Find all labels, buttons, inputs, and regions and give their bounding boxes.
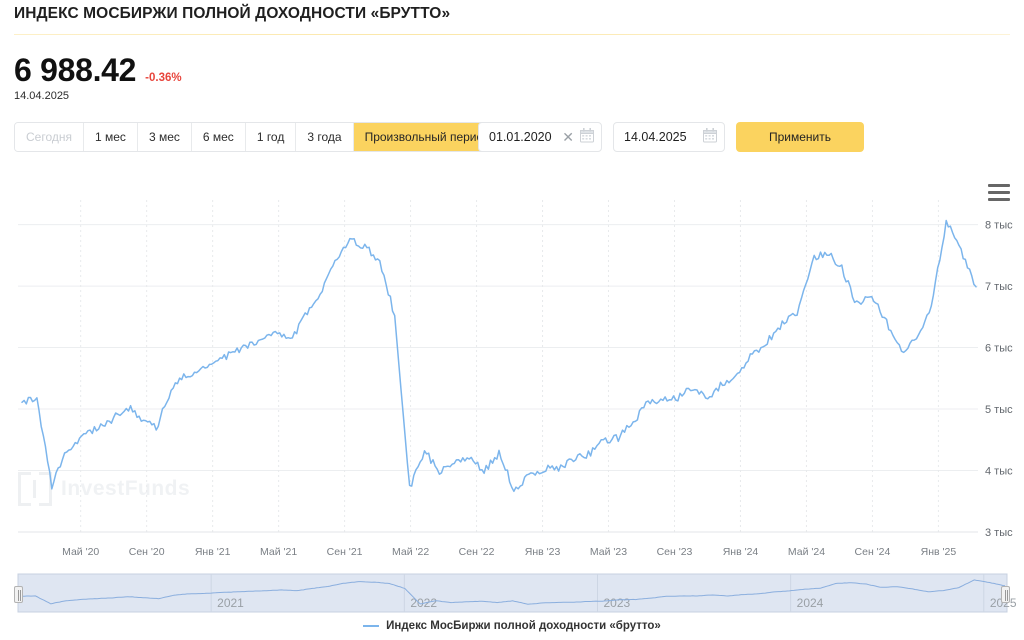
legend-swatch-icon [363, 625, 380, 627]
quote-value: 6 988.42 [14, 52, 137, 88]
navigator-series[interactable]: 2021 2022 2023 2024 2025 [0, 568, 1024, 616]
navigator-handle-left[interactable] [14, 586, 23, 603]
x-axis-tick-label: Янв '24 [723, 546, 759, 558]
y-axis-tick-label: 4 тыс [985, 466, 1013, 478]
period-segmented-control[interactable]: Сегодня 1 мес 3 мес 6 мес 1 год 3 года Произво… [14, 122, 502, 152]
y-axis-tick-label: 8 тыс [985, 220, 1013, 232]
period-button-3[interactable]: 6 мес [191, 123, 246, 151]
investfunds-watermark-text: InvestFunds [61, 477, 191, 500]
price-line-chart[interactable]: 3 тыс 4 тыс 5 тыс 6 тыс 7 тыс 8 тыс Май '20 Сен… [0, 176, 1024, 568]
y-axis-tick-label: 6 тыс [985, 343, 1013, 355]
quote-row: 6 988.42 -0.36% [14, 52, 182, 89]
x-axis-tick-label: Май '20 [62, 546, 99, 558]
navigator-year-label: 2023 [603, 596, 630, 610]
apply-button[interactable]: Применить [736, 122, 864, 152]
date-to-field[interactable]: 14.04.2025 [613, 122, 725, 152]
period-button-5[interactable]: 3 года [296, 123, 354, 151]
chart-container: InvestFunds 3 тыс 4 тыс 5 тыс 6 тыс 7 тыс 8 т… [0, 176, 1024, 568]
quote-change-badge: -0.36% [145, 72, 182, 84]
navigator-year-label: 2025 [990, 596, 1017, 610]
period-toolbar: Сегодня 1 мес 3 мес 6 мес 1 год 3 года Произво… [14, 122, 502, 152]
quote-date: 14.04.2025 [14, 90, 70, 102]
date-from-field[interactable]: 01.01.2020 ✕ [478, 122, 602, 152]
hamburger-bar [988, 198, 1010, 201]
x-axis-tick-label: Май '24 [788, 546, 825, 558]
x-axis-tick-label: Сен '21 [327, 546, 363, 558]
period-button-2[interactable]: 3 мес [137, 123, 192, 151]
x-axis-tick-label: Янв '21 [195, 546, 231, 558]
investfunds-watermark: InvestFunds [18, 472, 190, 506]
navigator-handle-right[interactable] [1001, 586, 1010, 603]
period-button-4[interactable]: 1 год [245, 123, 297, 151]
y-axis-tick-label: 7 тыс [985, 281, 1013, 293]
x-axis-tick-label: Сен '23 [657, 546, 693, 558]
page-title: ИНДЕКС МОСБИРЖИ ПОЛНОЙ ДОХОДНОСТИ «БРУТТ… [14, 5, 451, 22]
x-axis-tick-label: Сен '20 [129, 546, 165, 558]
period-button-6[interactable]: Произвольный период [353, 123, 501, 151]
y-axis-tick-label: 5 тыс [985, 404, 1013, 416]
navigator-year-label: 2024 [797, 596, 824, 610]
title-divider [14, 34, 1010, 35]
x-axis-tick-label: Янв '23 [525, 546, 561, 558]
period-button-0: Сегодня [15, 123, 84, 151]
chart-navigator[interactable]: 2021 2022 2023 2024 2025 [0, 568, 1024, 616]
hamburger-menu-icon[interactable] [988, 184, 1010, 201]
legend-item-label[interactable]: Индекс МосБиржи полной доходности «брутт… [386, 620, 661, 632]
date-to-value: 14.04.2025 [624, 130, 687, 144]
x-axis-tick-label: Сен '22 [459, 546, 495, 558]
x-axis-tick-label: Сен '24 [855, 546, 891, 558]
period-button-1[interactable]: 1 мес [84, 123, 138, 151]
x-axis-tick-label: Май '21 [260, 546, 297, 558]
investfunds-logo-icon [18, 472, 52, 506]
date-from-value: 01.01.2020 [489, 130, 552, 144]
close-icon[interactable]: ✕ [562, 129, 574, 145]
calendar-icon[interactable] [580, 128, 594, 146]
y-axis-tick-label: 3 тыс [985, 527, 1013, 539]
navigator-year-label: 2021 [217, 596, 244, 610]
navigator-line-series [20, 579, 1006, 605]
price-line-series[interactable] [21, 219, 977, 493]
x-axis-tick-label: Янв '25 [921, 546, 957, 558]
calendar-icon[interactable] [703, 128, 717, 146]
x-axis-tick-label: Май '23 [590, 546, 627, 558]
hamburger-bar [988, 191, 1010, 194]
x-axis-tick-label: Май '22 [392, 546, 429, 558]
hamburger-bar [988, 184, 1010, 187]
chart-legend: Индекс МосБиржи полной доходности «брутт… [0, 620, 1024, 632]
